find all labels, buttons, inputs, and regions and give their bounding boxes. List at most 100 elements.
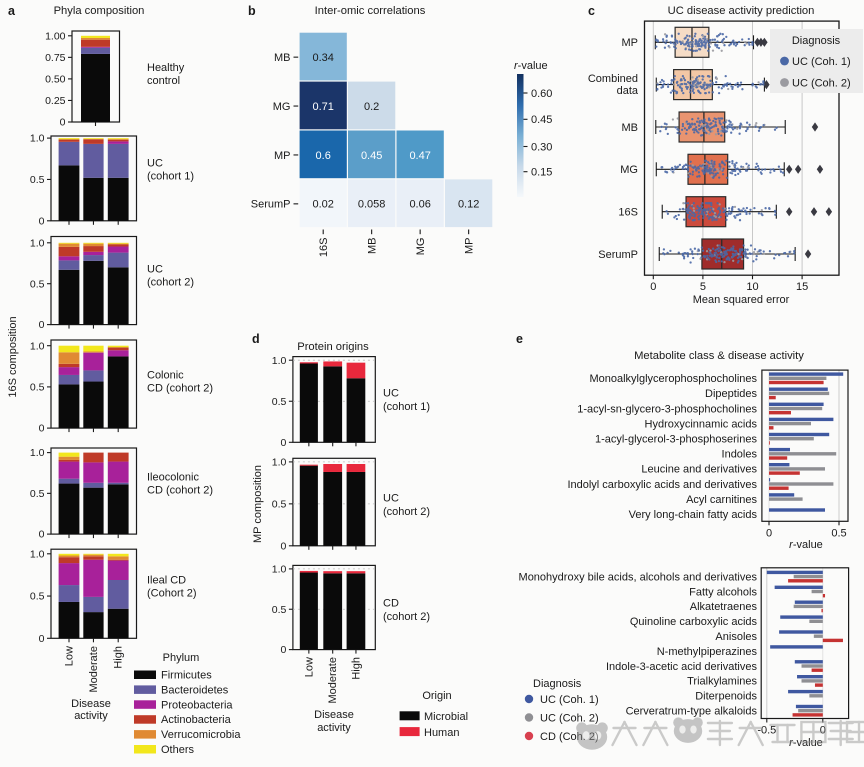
svg-text:Very long-chain fatty acids: Very long-chain fatty acids: [629, 509, 758, 521]
svg-text:0.34: 0.34: [312, 52, 333, 64]
svg-text:0: 0: [60, 117, 66, 129]
svg-text:MB: MB: [366, 238, 378, 255]
svg-text:Actinobacteria: Actinobacteria: [161, 714, 232, 726]
svg-text:Verrucomicrobia: Verrucomicrobia: [161, 729, 241, 741]
svg-text:Firmicutes: Firmicutes: [161, 670, 212, 682]
svg-text:r-value: r-value: [789, 539, 823, 551]
svg-text:-0.5: -0.5: [757, 725, 776, 737]
svg-text:CD (cohort 2): CD (cohort 2): [147, 383, 213, 395]
svg-text:CD (cohort 2): CD (cohort 2): [147, 485, 213, 497]
svg-text:0.45: 0.45: [531, 114, 552, 126]
svg-text:0.5: 0.5: [30, 382, 45, 394]
svg-text:Moderate: Moderate: [327, 657, 339, 703]
svg-text:UC: UC: [147, 158, 163, 170]
svg-text:UC (Coh. 1): UC (Coh. 1): [540, 694, 599, 706]
svg-text:0.30: 0.30: [531, 141, 552, 153]
svg-text:0.5: 0.5: [272, 396, 287, 408]
svg-text:0: 0: [39, 633, 45, 645]
svg-text:N-methylpiperazines: N-methylpiperazines: [657, 646, 758, 658]
svg-text:Disease: Disease: [71, 698, 111, 710]
svg-text:1.0: 1.0: [30, 237, 45, 249]
svg-text:0.50: 0.50: [45, 74, 66, 86]
svg-text:UC: UC: [147, 264, 163, 276]
svg-text:Indolyl carboxylic acids and d: Indolyl carboxylic acids and derivatives: [567, 479, 757, 491]
svg-text:0.12: 0.12: [458, 199, 479, 211]
svg-text:MG: MG: [620, 164, 638, 176]
svg-text:0: 0: [39, 529, 45, 541]
svg-text:1-acyl-sn-glycero-3-phosphocho: 1-acyl-sn-glycero-3-phosphocholines: [577, 403, 757, 415]
svg-text:Low: Low: [303, 657, 315, 677]
svg-text:1.0: 1.0: [272, 457, 287, 469]
svg-text:0: 0: [39, 423, 45, 435]
svg-text:b: b: [248, 4, 256, 18]
svg-text:UC disease activity prediction: UC disease activity prediction: [668, 5, 815, 17]
svg-text:MP: MP: [622, 37, 639, 49]
svg-text:1.0: 1.0: [272, 355, 287, 367]
svg-text:10: 10: [746, 281, 758, 293]
svg-text:0.71: 0.71: [312, 101, 333, 113]
svg-text:0.47: 0.47: [409, 150, 430, 162]
svg-text:0: 0: [39, 319, 45, 331]
svg-text:0.5: 0.5: [831, 527, 846, 539]
svg-text:Quinoline carboxylic acids: Quinoline carboxylic acids: [630, 616, 758, 628]
svg-text:MP composition: MP composition: [252, 465, 264, 543]
svg-text:1.0: 1.0: [30, 548, 45, 560]
svg-text:0.5: 0.5: [272, 498, 287, 510]
svg-text:CD: CD: [383, 598, 399, 610]
svg-text:1.00: 1.00: [45, 30, 66, 42]
svg-text:Combined: Combined: [588, 73, 638, 85]
svg-text:Diagnosis: Diagnosis: [533, 678, 582, 690]
svg-text:0.6: 0.6: [316, 150, 331, 162]
svg-text:Others: Others: [161, 744, 195, 756]
svg-text:activity: activity: [317, 722, 351, 734]
svg-text:0.5: 0.5: [30, 278, 45, 290]
svg-text:0.2: 0.2: [364, 101, 379, 113]
svg-text:1.0: 1.0: [30, 447, 45, 459]
svg-text:0.45: 0.45: [361, 150, 382, 162]
svg-text:0.5: 0.5: [30, 488, 45, 500]
svg-text:Bacteroidetes: Bacteroidetes: [161, 684, 229, 696]
svg-text:d: d: [252, 332, 260, 346]
svg-text:MP: MP: [274, 150, 291, 162]
svg-text:0.5: 0.5: [272, 604, 287, 616]
svg-text:1.0: 1.0: [30, 340, 45, 352]
svg-text:(cohort 2): (cohort 2): [383, 611, 430, 623]
svg-text:High: High: [350, 657, 362, 680]
svg-text:Trialkylamines: Trialkylamines: [687, 676, 757, 688]
svg-text:0.02: 0.02: [312, 199, 333, 211]
svg-text:Monohydroxy bile acids, alcoho: Monohydroxy bile acids, alcohols and der…: [519, 571, 758, 583]
svg-text:MB: MB: [622, 122, 639, 134]
svg-text:0.75: 0.75: [45, 52, 66, 64]
svg-text:Phyla composition: Phyla composition: [54, 5, 145, 17]
svg-text:1.0: 1.0: [272, 564, 287, 576]
svg-text:c: c: [588, 4, 595, 18]
svg-text:control: control: [147, 75, 180, 87]
svg-text:(cohort 2): (cohort 2): [147, 277, 194, 289]
svg-text:0: 0: [39, 215, 45, 227]
svg-text:0: 0: [281, 644, 287, 656]
svg-text:16S: 16S: [618, 207, 638, 219]
svg-text:Anisoles: Anisoles: [715, 631, 757, 643]
svg-text:Disease: Disease: [314, 709, 354, 721]
svg-text:UC: UC: [383, 493, 399, 505]
svg-text:Indoles: Indoles: [722, 449, 758, 461]
svg-text:Inter-omic correlations: Inter-omic correlations: [315, 5, 426, 17]
svg-text:Colonic: Colonic: [147, 370, 184, 382]
svg-text:High: High: [113, 646, 125, 669]
svg-text:Proteobacteria: Proteobacteria: [161, 699, 233, 711]
svg-text:Moderate: Moderate: [88, 646, 100, 692]
svg-text:UC (Coh. 2): UC (Coh. 2): [540, 713, 599, 725]
svg-text:15: 15: [796, 281, 808, 293]
svg-text:0.5: 0.5: [30, 591, 45, 603]
svg-text:MP: MP: [463, 238, 475, 255]
svg-text:MG: MG: [273, 101, 291, 113]
svg-text:r-value: r-value: [514, 60, 548, 72]
svg-text:Mean squared error: Mean squared error: [693, 294, 790, 306]
svg-text:e: e: [516, 332, 523, 346]
svg-text:Fatty alcohols: Fatty alcohols: [689, 586, 757, 598]
svg-text:0.058: 0.058: [358, 199, 386, 211]
svg-text:(cohort 1): (cohort 1): [383, 401, 430, 413]
svg-text:Metabolite class & disease act: Metabolite class & disease activity: [634, 350, 804, 362]
svg-text:UC (Coh. 2): UC (Coh. 2): [792, 78, 851, 90]
svg-text:UC (Coh. 1): UC (Coh. 1): [792, 56, 851, 68]
